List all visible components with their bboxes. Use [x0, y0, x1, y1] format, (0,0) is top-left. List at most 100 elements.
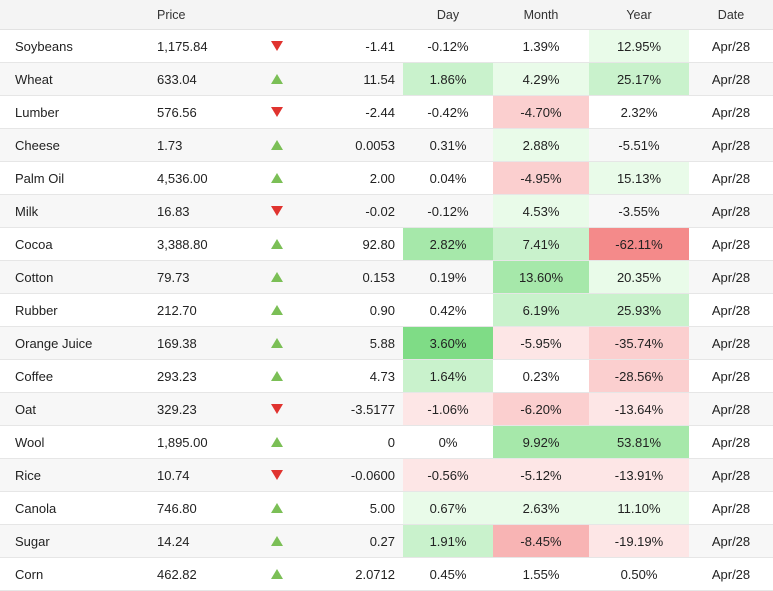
header-day[interactable]: Day [403, 0, 493, 30]
table-row[interactable]: Rice 10.74 -0.0600 -0.56% -5.12% -13.91%… [0, 458, 773, 492]
table-row[interactable]: Rubber 212.70 0.90 0.42% 6.19% 25.93% Ap… [0, 293, 773, 327]
price-cell: 3,388.80 [145, 227, 247, 261]
table-row[interactable]: Cocoa 3,388.80 92.80 2.82% 7.41% -62.11%… [0, 227, 773, 261]
date-cell: Apr/28 [689, 260, 773, 294]
month-change-cell: 1.55% [493, 557, 589, 591]
commodity-name-link[interactable]: Orange Juice [0, 326, 145, 360]
table-row[interactable]: Lumber 576.56 -2.44 -0.42% -4.70% 2.32% … [0, 95, 773, 129]
price-cell: 212.70 [145, 293, 247, 327]
day-change-cell: 1.64% [403, 359, 493, 393]
month-change-cell: -5.95% [493, 326, 589, 360]
price-cell: 79.73 [145, 260, 247, 294]
table-row[interactable]: Cotton 79.73 0.153 0.19% 13.60% 20.35% A… [0, 260, 773, 294]
table-row[interactable]: Oat 329.23 -3.5177 -1.06% -6.20% -13.64%… [0, 392, 773, 426]
date-cell: Apr/28 [689, 293, 773, 327]
price-cell: 1.73 [145, 128, 247, 162]
date-cell: Apr/28 [689, 392, 773, 426]
month-change-cell: -4.70% [493, 95, 589, 129]
year-change-cell: -35.74% [589, 326, 689, 360]
arrow-up-icon [271, 436, 283, 447]
change-cell: 0.0053 [307, 128, 403, 162]
day-change-cell: -0.12% [403, 194, 493, 228]
header-price[interactable]: Price [145, 0, 247, 30]
commodity-name-link[interactable]: Coffee [0, 359, 145, 393]
direction-cell [247, 425, 307, 459]
commodity-name-link[interactable]: Rubber [0, 293, 145, 327]
table-row[interactable]: Milk 16.83 -0.02 -0.12% 4.53% -3.55% Apr… [0, 194, 773, 228]
table-row[interactable]: Canola 746.80 5.00 0.67% 2.63% 11.10% Ap… [0, 491, 773, 525]
table-row[interactable]: Palm Oil 4,536.00 2.00 0.04% -4.95% 15.1… [0, 161, 773, 195]
price-cell: 462.82 [145, 557, 247, 591]
year-change-cell: -19.19% [589, 524, 689, 558]
arrow-down-icon [271, 469, 283, 480]
table-row[interactable]: Wheat 633.04 11.54 1.86% 4.29% 25.17% Ap… [0, 62, 773, 96]
table-row[interactable]: Soybeans 1,175.84 -1.41 -0.12% 1.39% 12.… [0, 29, 773, 63]
table-row[interactable]: Sugar 14.24 0.27 1.91% -8.45% -19.19% Ap… [0, 524, 773, 558]
table-row[interactable]: Corn 462.82 2.0712 0.45% 1.55% 0.50% Apr… [0, 557, 773, 591]
table-row[interactable]: Coffee 293.23 4.73 1.64% 0.23% -28.56% A… [0, 359, 773, 393]
arrow-up-icon [271, 568, 283, 579]
month-change-cell: 4.53% [493, 194, 589, 228]
year-change-cell: 15.13% [589, 161, 689, 195]
direction-cell [247, 359, 307, 393]
header-name[interactable] [0, 0, 145, 30]
arrow-down-icon [271, 403, 283, 414]
commodity-name-link[interactable]: Cheese [0, 128, 145, 162]
date-cell: Apr/28 [689, 491, 773, 525]
direction-cell [247, 293, 307, 327]
day-change-cell: -0.56% [403, 458, 493, 492]
price-cell: 14.24 [145, 524, 247, 558]
day-change-cell: 2.82% [403, 227, 493, 261]
commodity-name-link[interactable]: Rice [0, 458, 145, 492]
year-change-cell: 11.10% [589, 491, 689, 525]
header-row: Price Day Month Year Date [0, 0, 773, 30]
month-change-cell: 13.60% [493, 260, 589, 294]
direction-cell [247, 29, 307, 63]
header-arrow [247, 0, 307, 30]
commodity-name-link[interactable]: Soybeans [0, 29, 145, 63]
year-change-cell: -13.91% [589, 458, 689, 492]
commodity-name-link[interactable]: Milk [0, 194, 145, 228]
day-change-cell: 1.91% [403, 524, 493, 558]
arrow-down-icon [271, 40, 283, 51]
header-change[interactable] [307, 0, 403, 30]
table-row[interactable]: Cheese 1.73 0.0053 0.31% 2.88% -5.51% Ap… [0, 128, 773, 162]
header-month[interactable]: Month [493, 0, 589, 30]
price-cell: 1,895.00 [145, 425, 247, 459]
header-date[interactable]: Date [689, 0, 773, 30]
header-year[interactable]: Year [589, 0, 689, 30]
change-cell: 2.0712 [307, 557, 403, 591]
commodity-name-link[interactable]: Lumber [0, 95, 145, 129]
commodity-name-link[interactable]: Corn [0, 557, 145, 591]
commodity-name-link[interactable]: Canola [0, 491, 145, 525]
commodity-name-link[interactable]: Cocoa [0, 227, 145, 261]
month-change-cell: 0.23% [493, 359, 589, 393]
change-cell: 0.153 [307, 260, 403, 294]
price-cell: 169.38 [145, 326, 247, 360]
commodity-name-link[interactable]: Sugar [0, 524, 145, 558]
table-row[interactable]: Orange Juice 169.38 5.88 3.60% -5.95% -3… [0, 326, 773, 360]
change-cell: -1.41 [307, 29, 403, 63]
month-change-cell: 4.29% [493, 62, 589, 96]
commodity-name-link[interactable]: Oat [0, 392, 145, 426]
change-cell: 2.00 [307, 161, 403, 195]
change-cell: -0.0600 [307, 458, 403, 492]
table-body: Soybeans 1,175.84 -1.41 -0.12% 1.39% 12.… [0, 29, 773, 591]
date-cell: Apr/28 [689, 524, 773, 558]
commodity-name-link[interactable]: Wheat [0, 62, 145, 96]
commodity-name-link[interactable]: Palm Oil [0, 161, 145, 195]
commodity-name-link[interactable]: Cotton [0, 260, 145, 294]
month-change-cell: 9.92% [493, 425, 589, 459]
table-row[interactable]: Wool 1,895.00 0 0% 9.92% 53.81% Apr/28 [0, 425, 773, 459]
date-cell: Apr/28 [689, 29, 773, 63]
month-change-cell: 2.63% [493, 491, 589, 525]
year-change-cell: 25.17% [589, 62, 689, 96]
arrow-up-icon [271, 271, 283, 282]
commodity-name-link[interactable]: Wool [0, 425, 145, 459]
day-change-cell: -0.42% [403, 95, 493, 129]
arrow-up-icon [271, 337, 283, 348]
change-cell: 0.27 [307, 524, 403, 558]
direction-cell [247, 458, 307, 492]
arrow-up-icon [271, 73, 283, 84]
year-change-cell: -13.64% [589, 392, 689, 426]
